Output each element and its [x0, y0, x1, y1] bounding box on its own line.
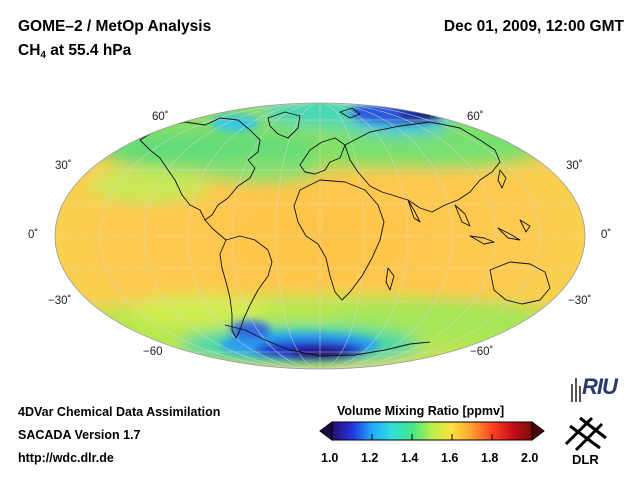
dlr-logo: DLR	[562, 414, 622, 474]
lat-label-right-minus60: −60˚	[470, 346, 494, 358]
dlr-emblem-icon	[564, 416, 607, 452]
riu-logo-text: RIU	[582, 374, 618, 399]
graticule	[55, 103, 585, 369]
footer-link[interactable]: http://wdc.dlr.de	[18, 451, 114, 465]
map-title: GOME–2 / MetOp Analysis	[18, 18, 212, 35]
lat-label-right-60: 60˚	[467, 111, 484, 123]
species-label: CH4 at 55.4 hPa	[18, 42, 131, 61]
colorbar-tick-label: 1.0	[321, 451, 339, 465]
colorbar-tick-label: 1.8	[481, 451, 499, 465]
lat-label-right-0: 0˚	[601, 229, 612, 241]
lat-label-right-30: 30˚	[566, 160, 583, 172]
colorbar-title: Volume Mixing Ratio [ppmv]	[337, 404, 505, 418]
lat-label-left-minus30: −30˚	[48, 295, 72, 307]
dlr-logo-text: DLR	[572, 452, 599, 467]
colorbar-max-arrow	[531, 421, 545, 441]
species-subscript: 4	[40, 50, 46, 61]
colorbar-tick-label: 1.4	[401, 451, 419, 465]
lat-label-left-60: 60˚	[152, 111, 169, 123]
riu-tower-icon	[571, 378, 581, 402]
colorbar-min-arrow	[319, 421, 333, 441]
species-level: at 55.4 hPa	[45, 42, 132, 59]
footer-line-1: 4DVar Chemical Data Assimilation	[18, 405, 221, 419]
lat-label-right-minus30: −30˚	[568, 295, 592, 307]
species-name: CH	[18, 42, 41, 59]
datetime-label: Dec 01, 2009, 12:00 GMT	[443, 18, 624, 35]
colorbar-tick-label: 1.2	[361, 451, 379, 465]
lat-label-left-minus60: −60	[143, 346, 163, 358]
colorbar-tick-label: 2.0	[521, 451, 539, 465]
footer-line-2: SACADA Version 1.7	[18, 428, 141, 442]
colorbar	[319, 421, 545, 441]
lat-label-left-0: 0˚	[28, 229, 39, 241]
colorbar-gradient	[331, 421, 533, 441]
field-layer	[55, 103, 585, 369]
colorbar-tick-label: 1.6	[441, 451, 459, 465]
riu-logo: RIU	[568, 372, 628, 404]
map-outline	[54, 102, 586, 370]
lat-label-left-30: 30˚	[55, 160, 72, 172]
